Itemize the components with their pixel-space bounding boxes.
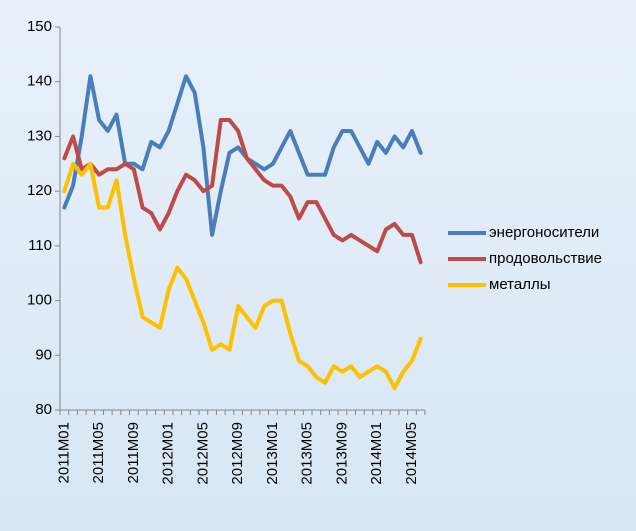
x-tick-label: 2013M05 <box>299 422 316 485</box>
y-tick-label: 110 <box>28 237 52 254</box>
x-tick-label: 2012M09 <box>229 422 246 485</box>
x-tick-label: 2011M01 <box>55 422 72 483</box>
x-tick-label: 2013M09 <box>333 422 350 485</box>
x-tick-label: 2011M05 <box>90 422 107 483</box>
legend-label: энергоносители <box>489 224 599 241</box>
legend-label: металлы <box>489 276 551 293</box>
x-tick-label: 2011M09 <box>125 422 142 483</box>
y-tick-label: 150 <box>27 18 52 35</box>
x-tick-label: 2013M01 <box>264 422 281 485</box>
series-line <box>62 74 423 237</box>
x-tick-label: 2014M05 <box>403 422 420 485</box>
y-tick-label: 140 <box>27 73 52 90</box>
y-tick-label: 130 <box>27 127 52 144</box>
x-tick-label: 2012M05 <box>194 422 211 485</box>
y-tick-label: 80 <box>35 401 52 418</box>
series-line <box>62 161 423 391</box>
legend-label: продовольствие <box>489 250 602 267</box>
series-line <box>62 118 423 265</box>
x-tick-label: 2012M01 <box>160 422 177 485</box>
y-tick-label: 100 <box>27 292 52 309</box>
y-tick-label: 120 <box>27 182 52 199</box>
x-tick-label: 2014M01 <box>368 422 385 485</box>
y-tick-label: 90 <box>35 346 52 363</box>
